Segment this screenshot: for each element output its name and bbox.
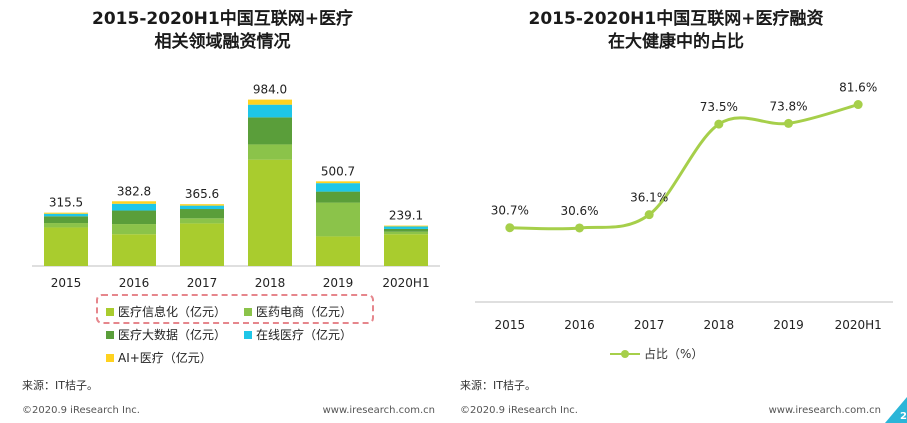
corner-triangle	[885, 397, 907, 423]
legend-online-medical: 在线医疗（亿元）	[244, 326, 352, 343]
line-point-2019	[784, 118, 793, 128]
legend-label-medical-info: 医疗信息化（亿元）	[118, 305, 227, 319]
bar-medical-info-2019	[316, 236, 360, 266]
bar-x-tick-2019: 2019	[323, 276, 354, 290]
line-chart-source: 来源：IT桔子。	[460, 379, 536, 392]
legend-label-ai-medical: AI+医疗（亿元）	[118, 351, 212, 365]
line-x-tick-2019: 2019	[773, 318, 804, 332]
line-x-tick-2020H1: 2020H1	[835, 318, 882, 332]
line-legend-label: 占比（%）	[644, 347, 704, 361]
line-chart-title-line1: 2015-2020H1中国互联网+医疗融资	[528, 9, 824, 29]
bar-medical-bigdata-2020H1	[384, 228, 428, 232]
bar-chart-title: 2015-2020H1中国互联网+医疗 相关领域融资情况	[0, 8, 445, 54]
page-corner-badge: 2	[885, 397, 907, 423]
line-value-label-2015: 30.7%	[491, 204, 529, 218]
line-point-2016	[575, 223, 584, 233]
bar-medical-bigdata-2015	[44, 216, 88, 224]
bar-total-label-2019: 500.7	[321, 164, 355, 178]
bar-medical-info-2020H1	[384, 234, 428, 266]
bar-x-tick-2017: 2017	[187, 276, 218, 290]
bar-total-label-2016: 382.8	[117, 184, 151, 198]
bar-x-tick-2016: 2016	[119, 276, 150, 290]
bar-online-medical-2016	[112, 203, 156, 211]
bar-ai-medical-2019	[316, 181, 360, 184]
bar-total-label-2020H1: 239.1	[389, 209, 423, 223]
stacked-bar-chart: 315.5 2015 382.8 2016 365.6 2017 984.0 2018 500.…	[32, 83, 440, 290]
line-point-2020H1	[853, 100, 863, 110]
bar-online-medical-2018	[248, 104, 292, 118]
legend-swatch-online-medical	[244, 330, 252, 339]
line-point-2015	[505, 223, 515, 233]
line-x-tick-2016: 2016	[564, 318, 595, 332]
legend-ai-medical: AI+医疗（亿元）	[106, 349, 212, 366]
legend-pharma-ecommerce: 医药电商（亿元）	[244, 303, 352, 320]
legend-line-marker	[610, 349, 640, 359]
bar-ai-medical-2020H1	[384, 225, 428, 227]
bar-medical-bigdata-2018	[248, 117, 292, 145]
legend-swatch-medical-info	[106, 307, 114, 316]
bar-pharma-ecommerce-2018	[248, 144, 292, 160]
bar-chart-website: www.iresearch.com.cn	[322, 405, 435, 416]
bar-online-medical-2019	[316, 183, 360, 192]
legend-swatch-pharma-ecommerce	[244, 307, 252, 316]
bar-chart-panel: 2015-2020H1中国互联网+医疗 相关领域融资情况 315.5 2015 38…	[0, 0, 445, 423]
bar-ai-medical-2015	[44, 212, 88, 214]
legend-label-medical-bigdata: 医疗大数据（亿元）	[118, 328, 227, 342]
bar-pharma-ecommerce-2017	[180, 218, 224, 224]
bar-medical-bigdata-2016	[112, 210, 156, 225]
line-x-tick-2018: 2018	[704, 318, 735, 332]
legend-swatch-ai-medical	[106, 353, 114, 362]
legend-label-online-medical: 在线医疗（亿元）	[256, 328, 353, 342]
bar-pharma-ecommerce-2020H1	[384, 231, 428, 235]
bar-medical-info-2016	[112, 234, 156, 266]
line-x-tick-2015: 2015	[495, 318, 526, 332]
line-chart: 30.7% 2015 30.6% 2016 36.1% 2017 73.5% 2018 73.8…	[475, 81, 893, 332]
bar-x-tick-2020H1: 2020H1	[382, 276, 429, 290]
line-x-tick-2017: 2017	[634, 318, 665, 332]
bar-pharma-ecommerce-2016	[112, 224, 156, 235]
bar-online-medical-2020H1	[384, 226, 428, 229]
line-value-label-2019: 73.8%	[769, 99, 807, 113]
legend-swatch-medical-bigdata	[106, 330, 114, 339]
bar-ai-medical-2017	[180, 204, 224, 206]
bar-online-medical-2015	[44, 213, 88, 217]
bar-online-medical-2017	[180, 205, 224, 210]
bar-medical-info-2015	[44, 227, 88, 266]
line-chart-title: 2015-2020H1中国互联网+医疗融资 在大健康中的占比	[445, 8, 907, 54]
bar-total-label-2017: 365.6	[185, 187, 219, 201]
line-chart-copyright: ©2020.9 iResearch Inc.	[460, 405, 578, 416]
bar-medical-bigdata-2017	[180, 209, 224, 219]
bar-ai-medical-2018	[248, 99, 292, 105]
page-number: 2	[900, 411, 907, 422]
line-chart-title-line2: 在大健康中的占比	[608, 32, 744, 52]
bar-medical-bigdata-2019	[316, 191, 360, 203]
bar-x-tick-2018: 2018	[255, 276, 286, 290]
line-value-label-2020H1: 81.6%	[839, 81, 877, 95]
bar-pharma-ecommerce-2019	[316, 202, 360, 237]
bar-medical-info-2017	[180, 223, 224, 266]
line-value-label-2018: 73.5%	[700, 100, 738, 114]
bar-chart-legend: 医疗信息化（亿元） 医药电商（亿元） 医疗大数据（亿元） 在线医疗（亿元） AI…	[0, 0, 445, 423]
legend-medical-bigdata: 医疗大数据（亿元）	[106, 326, 226, 343]
line-point-2017	[644, 210, 654, 220]
bar-x-tick-2015: 2015	[51, 276, 82, 290]
bar-medical-info-2018	[248, 159, 292, 266]
line-point-2018	[714, 119, 724, 129]
line-chart-panel: 2015-2020H1中国互联网+医疗融资 在大健康中的占比 30.7% 2015…	[445, 0, 907, 423]
line-chart-legend: 占比（%）	[610, 345, 703, 362]
bar-ai-medical-2016	[112, 201, 156, 204]
legend-label-pharma-ecommerce: 医药电商（亿元）	[256, 305, 353, 319]
bar-chart-source: 来源：IT桔子。	[22, 379, 98, 392]
legend-medical-info: 医疗信息化（亿元）	[106, 303, 226, 320]
line-chart-website: www.iresearch.com.cn	[768, 405, 881, 416]
legend-highlight-box	[96, 294, 374, 324]
bar-pharma-ecommerce-2015	[44, 223, 88, 228]
bar-chart-copyright: ©2020.9 iResearch Inc.	[22, 405, 140, 416]
bar-chart-title-line2: 相关领域融资情况	[154, 32, 291, 52]
bar-total-label-2018: 984.0	[253, 83, 287, 97]
bar-total-label-2015: 315.5	[49, 196, 83, 210]
line-value-label-2017: 36.1%	[630, 191, 668, 205]
line-value-label-2016: 30.6%	[560, 204, 598, 218]
bar-chart-title-line1: 2015-2020H1中国互联网+医疗	[92, 9, 353, 29]
